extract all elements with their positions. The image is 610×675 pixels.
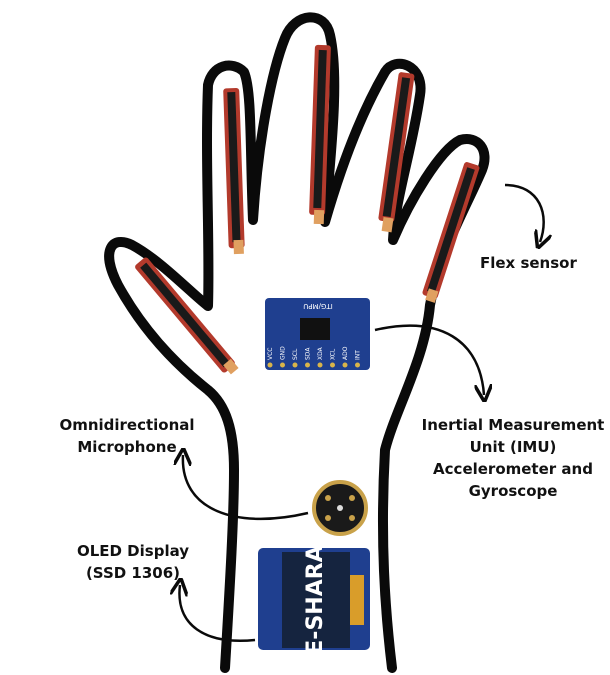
microphone-label: Omnidirectional Microphone — [59, 416, 195, 456]
oled-screen-text: E-SHARA — [303, 545, 328, 654]
flex-sensor-icon — [135, 257, 239, 375]
oled-display-icon: E-SHARA — [258, 545, 370, 655]
imu-label: Inertial Measurement Unit (IMU) Accelero… — [421, 416, 605, 500]
curved-arrow-icon — [374, 324, 484, 395]
microphone-module-icon — [312, 480, 368, 536]
imu-pin-label: INT — [355, 350, 362, 360]
imu-pin-hole — [305, 362, 310, 368]
imu-pin-label: SCL — [292, 348, 299, 360]
imu-board-title: ITG/MPU — [303, 302, 333, 310]
oled-label: OLED Display (SSD 1306) — [76, 542, 190, 582]
imu-pin-label: ADO — [342, 346, 349, 360]
curved-arrow-icon — [183, 455, 309, 521]
imu-pin-hole — [342, 362, 348, 368]
imu-pin-hole — [355, 362, 360, 368]
hand-outline-icon — [104, 12, 490, 673]
imu-pin-label: XDA — [317, 346, 324, 360]
imu-pin-label: XCL — [330, 348, 337, 360]
imu-pin-label: SDA — [305, 347, 312, 360]
imu-board-icon: ITG/MPU VCC GND SCL SDA XDA XCL ADO INT — [265, 298, 370, 370]
curved-arrow-icon — [504, 183, 544, 242]
imu-pin-hole — [330, 362, 335, 368]
imu-pin-label: VCC — [267, 348, 274, 360]
flex-sensor-icon — [223, 87, 245, 255]
imu-pin-label: GND — [280, 346, 287, 360]
imu-pin-hole — [267, 362, 273, 368]
flex-sensor-icon — [378, 72, 415, 233]
curved-arrow-icon — [179, 585, 256, 642]
flex-sensor-icon — [422, 162, 480, 303]
imu-pin-hole — [292, 362, 298, 368]
imu-pin-hole — [317, 362, 323, 368]
flex-sensor-icon — [309, 44, 331, 225]
imu-pin-hole — [280, 362, 285, 368]
flex-sensor-label: Flex sensor — [480, 254, 577, 272]
